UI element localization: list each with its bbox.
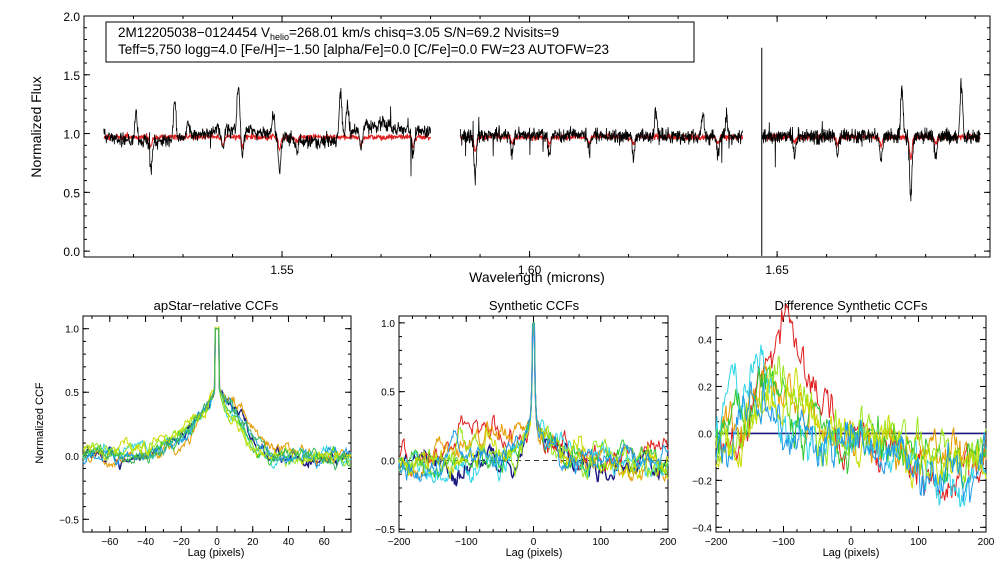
apstar-ccf-series-line	[82, 327, 352, 469]
spectrum-x-tick-label: 1.55	[270, 263, 294, 277]
spectrum-plot-frame	[83, 15, 991, 258]
difference-ccf-x-tick-label: 200	[978, 537, 995, 548]
spectrum-y-tick-label: 2.0	[63, 10, 80, 24]
apstar-ccf-y-tick-label: 0.0	[65, 452, 79, 463]
apstar-ccf-x-tick-label: 0	[214, 537, 220, 548]
apstar-ccf-panel: apStar−relative CCFs −60 −40 −20 0 20 40 60 −0.…	[34, 298, 352, 559]
spectrum-observed-series	[103, 47, 981, 256]
spectrum-y-tick-label: 1.5	[63, 69, 80, 83]
synthetic-ccf-x-tick-label: 100	[592, 537, 609, 548]
synthetic-ccf-y-tick-label: 0.0	[381, 456, 395, 467]
spectrum-ticks: 1.55 1.60 1.65 0.0 0.5 1.0 1.5 2.0	[63, 10, 990, 277]
apstar-ccf-plot-frame	[82, 315, 352, 533]
apstar-ccf-x-tick-label: 20	[247, 537, 259, 548]
difference-ccf-x-tick-label: 100	[910, 537, 927, 548]
difference-ccf-y-tick-label: −0.2	[692, 476, 712, 487]
difference-ccf-x-tick-label: −100	[772, 537, 795, 548]
apstar-ccf-series-line	[82, 326, 352, 470]
apstar-ccf-series-line	[82, 327, 352, 470]
apstar-ccf-y-tick-label: 0.5	[65, 388, 79, 399]
apstar-ccf-title: apStar−relative CCFs	[154, 298, 279, 313]
synthetic-ccf-y-tick-label: −0.5	[375, 525, 395, 536]
synthetic-ccf-series-line	[398, 322, 669, 483]
apstar-ccf-x-tick-label: −20	[173, 537, 190, 548]
difference-ccf-x-axis-title: Lag (pixels)	[823, 547, 880, 559]
synthetic-ccf-title: Synthetic CCFs	[489, 298, 580, 313]
apstar-ccf-y-tick-label: 1.0	[65, 325, 79, 336]
difference-ccf-y-tick-label: 0.2	[698, 382, 712, 393]
apstar-ccf-x-axis-title: Lag (pixels)	[188, 547, 245, 559]
apstar-ccf-x-tick-label: −60	[101, 537, 118, 548]
spectrum-y-tick-label: 1.0	[63, 128, 80, 142]
spectrum-observed-line	[459, 106, 743, 186]
apstar-ccf-series-group	[82, 325, 352, 472]
spectrum-x-tick-label: 1.60	[518, 263, 542, 277]
synthetic-ccf-y-tick-label: 0.5	[381, 388, 395, 399]
synthetic-ccf-series-line	[398, 322, 669, 477]
synthetic-ccf-y-tick-label: 1.0	[381, 319, 395, 330]
synthetic-ccf-x-axis-title: Lag (pixels)	[506, 547, 563, 559]
apstar-ccf-series-line	[82, 325, 352, 465]
difference-ccf-y-tick-label: 0.0	[698, 429, 712, 440]
spectrum-x-axis-title: Wavelength (microns)	[469, 269, 605, 285]
spectrum-info-box	[105, 21, 695, 63]
spectrum-info-line1: 2M12205038−0124454 Vhelio=268.01 km/s ch…	[118, 25, 559, 42]
difference-ccf-series-group	[715, 303, 987, 508]
apstar-ccf-series-line	[82, 327, 352, 469]
synthetic-ccf-panel: Synthetic CCFs −200 −100 0 100 200 −0.5 0.0 0.5…	[375, 298, 677, 559]
difference-ccf-x-tick-label: −200	[705, 537, 728, 548]
apstar-ccf-series-line	[82, 328, 352, 467]
difference-ccf-x-tick-label: 0	[848, 537, 854, 548]
difference-ccf-ticks: −200 −100 0 100 200 −0.4 −0.2 0.0 0.2 0.4	[692, 315, 995, 548]
spectrum-y-tick-label: 0.5	[63, 186, 80, 200]
difference-ccf-series-line	[715, 365, 987, 490]
apstar-ccf-x-tick-label: 60	[319, 537, 331, 548]
spectrum-observed-line	[103, 86, 431, 177]
synthetic-ccf-series-line	[398, 321, 669, 484]
apstar-ccf-x-tick-label: 40	[283, 537, 295, 548]
spectrum-observed-line	[761, 78, 981, 202]
difference-ccf-y-tick-label: 0.4	[698, 335, 712, 346]
difference-ccf-panel: Difference Synthetic CCFs −200 −100 0 100 20…	[692, 298, 995, 559]
synthetic-ccf-plot-frame	[398, 315, 669, 533]
synthetic-ccf-x-tick-label: 0	[531, 537, 537, 548]
apstar-ccf-x-tick-label: −40	[137, 537, 154, 548]
difference-ccf-title: Difference Synthetic CCFs	[775, 298, 928, 313]
spectrum-y-tick-label: 0.0	[63, 245, 80, 259]
synthetic-ccf-x-tick-label: −200	[388, 537, 411, 548]
apstar-ccf-ticks: −60 −40 −20 0 20 40 60 −0.5 0.0 0.5 1.0	[59, 315, 351, 548]
apstar-ccf-series-line	[82, 327, 352, 467]
apstar-ccf-y-axis-title: Normalized CCF	[34, 382, 46, 464]
spectrum-info-line2: Teff=5,750 logg=4.0 [Fe/H]=−1.50 [alpha/…	[118, 42, 609, 57]
spectrum-panel: 1.55 1.60 1.65 0.0 0.5 1.0 1.5 2.0 2M12205038−0…	[28, 10, 991, 285]
apstar-ccf-series-line	[82, 327, 351, 472]
spectrum-x-tick-label: 1.65	[765, 263, 789, 277]
difference-ccf-series-line	[715, 381, 987, 503]
synthetic-ccf-series-group	[398, 321, 669, 487]
spectrum-model-series	[103, 131, 981, 161]
synthetic-ccf-x-tick-label: 200	[660, 537, 677, 548]
difference-ccf-y-tick-label: −0.4	[692, 523, 712, 534]
apstar-ccf-y-tick-label: −0.5	[59, 515, 79, 526]
synthetic-ccf-x-tick-label: −100	[455, 537, 478, 548]
spectrum-y-axis-title: Normalized Flux	[28, 76, 44, 177]
